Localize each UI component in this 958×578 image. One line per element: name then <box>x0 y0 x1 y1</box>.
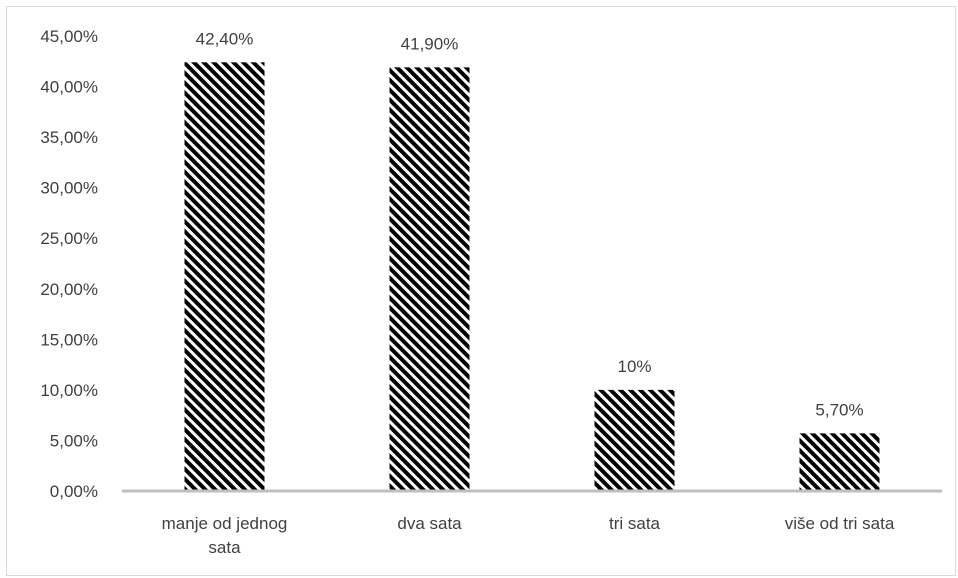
y-tick-label: 15,00% <box>40 330 98 349</box>
y-tick-label: 40,00% <box>40 78 98 97</box>
x-category-label-line: dva sata <box>397 514 462 533</box>
y-tick-label: 0,00% <box>50 482 98 501</box>
data-label: 10% <box>617 357 651 376</box>
bars <box>184 62 880 492</box>
data-labels: 42,40% 41,90% 10% 5,70% <box>196 29 864 419</box>
data-label: 41,90% <box>401 34 459 53</box>
y-tick-label: 35,00% <box>40 128 98 147</box>
x-category-label-line: sata <box>208 538 241 557</box>
x-category-label: tri sata <box>609 514 661 533</box>
x-category-label-line: tri sata <box>609 514 661 533</box>
bar <box>594 389 675 491</box>
bar <box>184 62 265 492</box>
y-tick-label: 45,00% <box>40 27 98 46</box>
y-tick-label: 30,00% <box>40 179 98 198</box>
data-label: 42,40% <box>196 29 254 48</box>
x-category-label: više od tri sata <box>785 514 895 533</box>
chart-area <box>6 6 956 576</box>
bar <box>389 67 470 491</box>
data-label: 5,70% <box>815 400 863 419</box>
y-tick-label: 5,00% <box>50 431 98 450</box>
y-axis-tick-labels: 0,00% 5,00% 10,00% 15,00% 20,00% 25,00% 30,00%… <box>40 27 98 501</box>
y-tick-label: 25,00% <box>40 229 98 248</box>
x-category-label: dva sata <box>397 514 462 533</box>
x-category-label: manje od jednog sata <box>162 514 288 557</box>
x-category-label-line: manje od jednog <box>162 514 288 533</box>
y-tick-label: 10,00% <box>40 381 98 400</box>
x-category-label-line: više od tri sata <box>785 514 895 533</box>
x-axis-category-labels: manje od jednog sata dva sata tri sata više … <box>162 514 895 557</box>
bar <box>799 433 880 491</box>
y-tick-label: 20,00% <box>40 280 98 299</box>
